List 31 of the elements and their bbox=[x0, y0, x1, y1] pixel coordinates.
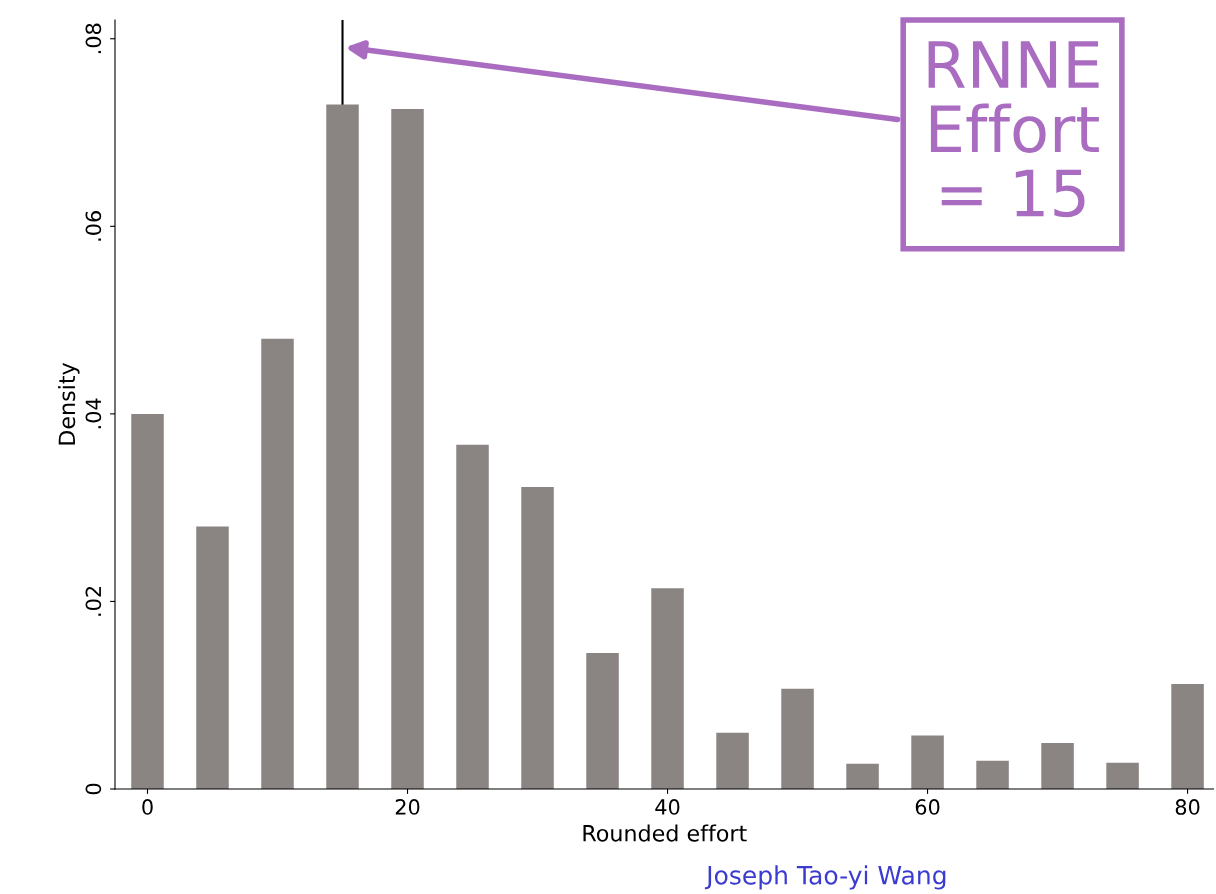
bar bbox=[261, 338, 294, 789]
bar bbox=[846, 763, 879, 789]
y-tick-label: .04 bbox=[85, 398, 102, 429]
bar bbox=[326, 104, 359, 789]
bar bbox=[1171, 683, 1204, 789]
y-tick-label: .08 bbox=[85, 23, 102, 54]
text: Joseph Tao-yi Wang bbox=[704, 865, 946, 890]
x-tick-label: 60 bbox=[915, 799, 940, 815]
bar bbox=[456, 444, 489, 789]
bar bbox=[1041, 743, 1074, 789]
bar bbox=[976, 760, 1009, 789]
bar bbox=[196, 526, 229, 789]
bar bbox=[781, 688, 814, 789]
bar bbox=[716, 732, 749, 789]
x-tick-label: 40 bbox=[655, 799, 680, 815]
bar bbox=[131, 413, 164, 789]
x-tick-label: 20 bbox=[395, 799, 420, 815]
bar bbox=[586, 653, 619, 789]
bar bbox=[1106, 762, 1139, 789]
bar bbox=[391, 109, 424, 789]
y-tick-label: .02 bbox=[85, 586, 102, 616]
ref-line-label: RNNE Effort = 15 bbox=[928, 41, 1099, 218]
x-tick-label: 0 bbox=[142, 799, 153, 815]
y-axis-title: Density bbox=[58, 362, 80, 445]
bar bbox=[651, 588, 684, 789]
x-tick-label: 80 bbox=[1175, 799, 1200, 815]
y-tick-label: 0 bbox=[85, 783, 102, 795]
x-axis-title: Rounded effort bbox=[583, 824, 747, 842]
y-tick-label: .06 bbox=[85, 211, 102, 241]
bar bbox=[911, 735, 944, 789]
bar bbox=[521, 487, 554, 789]
